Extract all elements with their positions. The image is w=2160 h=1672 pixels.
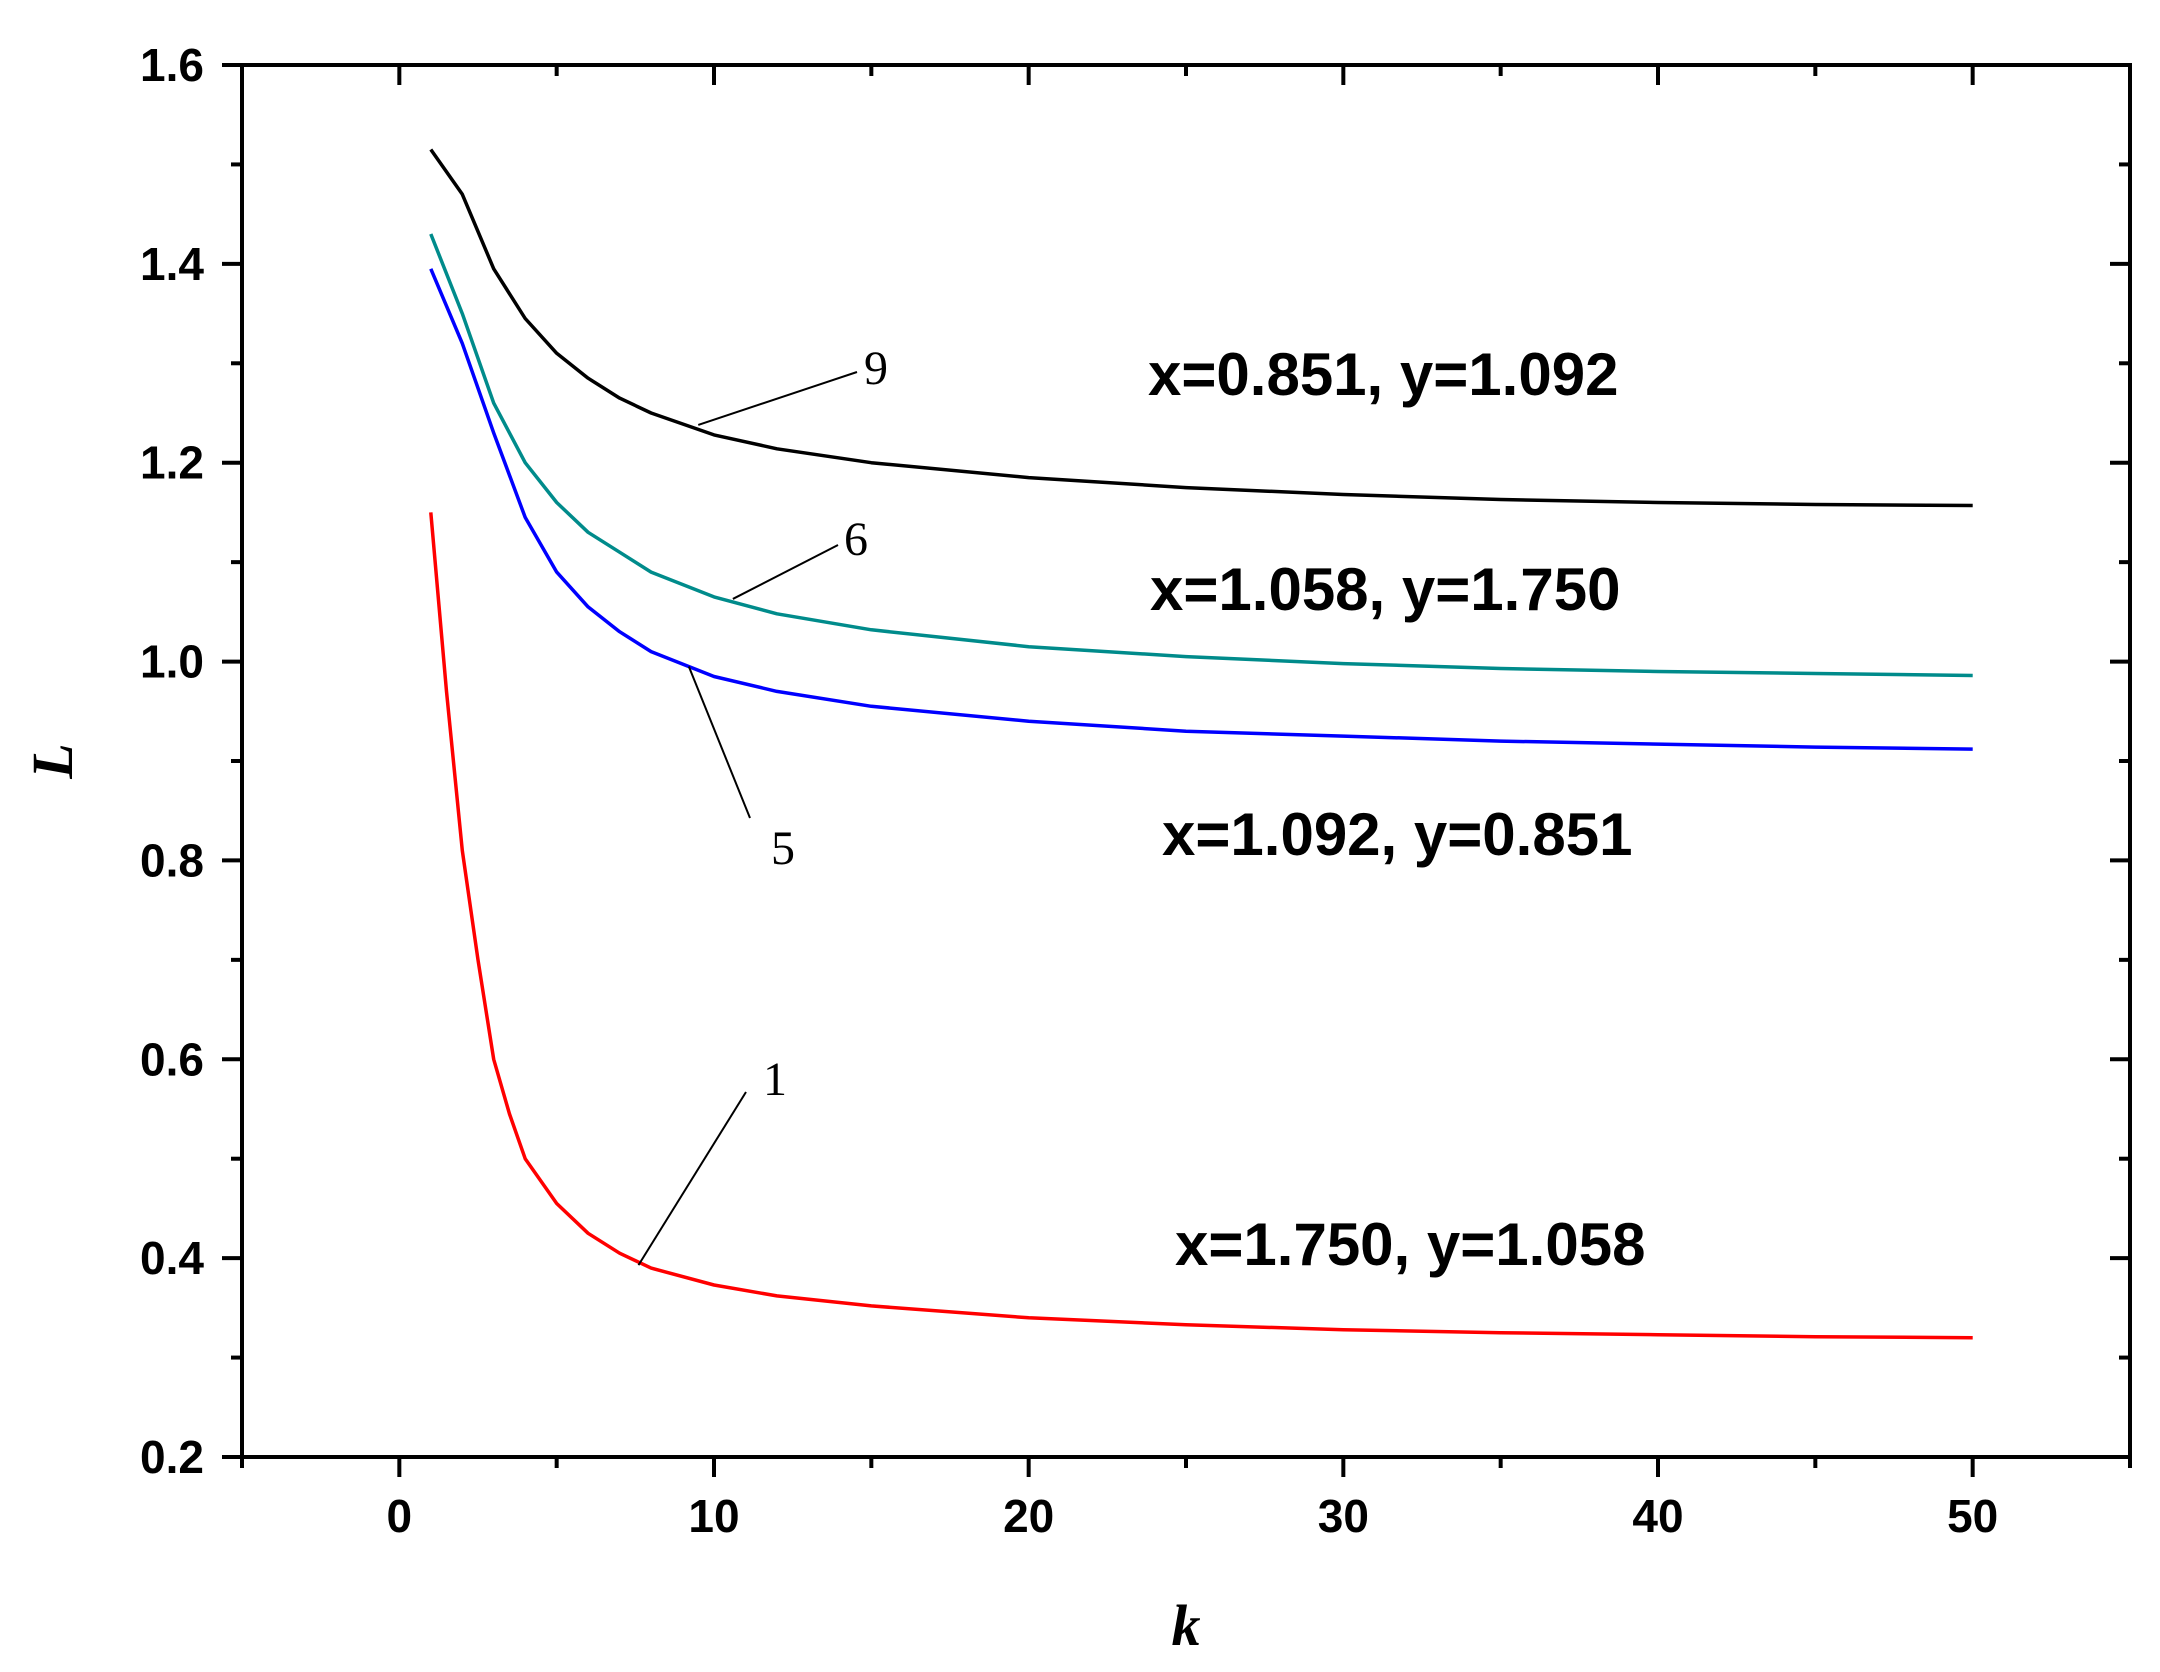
curve-label-5: 5 bbox=[771, 822, 795, 875]
x-tick-label: 10 bbox=[688, 1490, 739, 1542]
leader-line-5 bbox=[687, 666, 751, 819]
data-series bbox=[429, 148, 1973, 1340]
annotation-series-9: x=0.851, y=1.092 bbox=[1148, 341, 1618, 408]
curve-label-6: 6 bbox=[844, 513, 868, 566]
y-tick-label: 1.0 bbox=[140, 636, 204, 688]
series-line-1 bbox=[429, 512, 1973, 1340]
leader-line-9 bbox=[697, 371, 858, 426]
curve-label-1: 1 bbox=[763, 1053, 787, 1106]
x-tick-label: 40 bbox=[1632, 1490, 1683, 1542]
axis-tick-labels: 0 10 20 30 40 50 0.2 0.4 0.6 0.8 1.0 1.2 1.4 1.6 bbox=[140, 39, 1998, 1542]
x-tick-label: 50 bbox=[1947, 1490, 1998, 1542]
y-tick-label: 1.6 bbox=[140, 39, 204, 91]
y-tick-label: 1.2 bbox=[140, 437, 204, 489]
x-tick-label: 30 bbox=[1318, 1490, 1369, 1542]
y-tick-label: 0.2 bbox=[140, 1431, 204, 1483]
series-line-5 bbox=[429, 268, 1973, 751]
y-axis-title: L bbox=[20, 743, 85, 779]
y-tick-label: 0.8 bbox=[140, 834, 204, 886]
y-tick-label: 1.4 bbox=[140, 238, 204, 290]
leader-line-1 bbox=[637, 1091, 747, 1266]
label-leader-lines bbox=[637, 371, 858, 1266]
x-axis-title: k bbox=[1172, 1593, 1201, 1658]
curve-label-9: 9 bbox=[864, 342, 888, 395]
leader-line-6 bbox=[732, 544, 839, 600]
series-line-6 bbox=[429, 233, 1973, 678]
y-tick-label: 0.4 bbox=[140, 1232, 204, 1284]
x-tick-label: 20 bbox=[1003, 1490, 1054, 1542]
annotation-series-6: x=1.058, y=1.750 bbox=[1150, 556, 1620, 623]
axis-ticks bbox=[222, 63, 2132, 1477]
annotation-series-1: x=1.750, y=1.058 bbox=[1175, 1211, 1645, 1278]
annotation-series-5: x=1.092, y=0.851 bbox=[1162, 801, 1632, 868]
series-line-9 bbox=[429, 148, 1973, 508]
y-tick-label: 0.6 bbox=[140, 1033, 204, 1085]
x-tick-label: 0 bbox=[387, 1490, 413, 1542]
